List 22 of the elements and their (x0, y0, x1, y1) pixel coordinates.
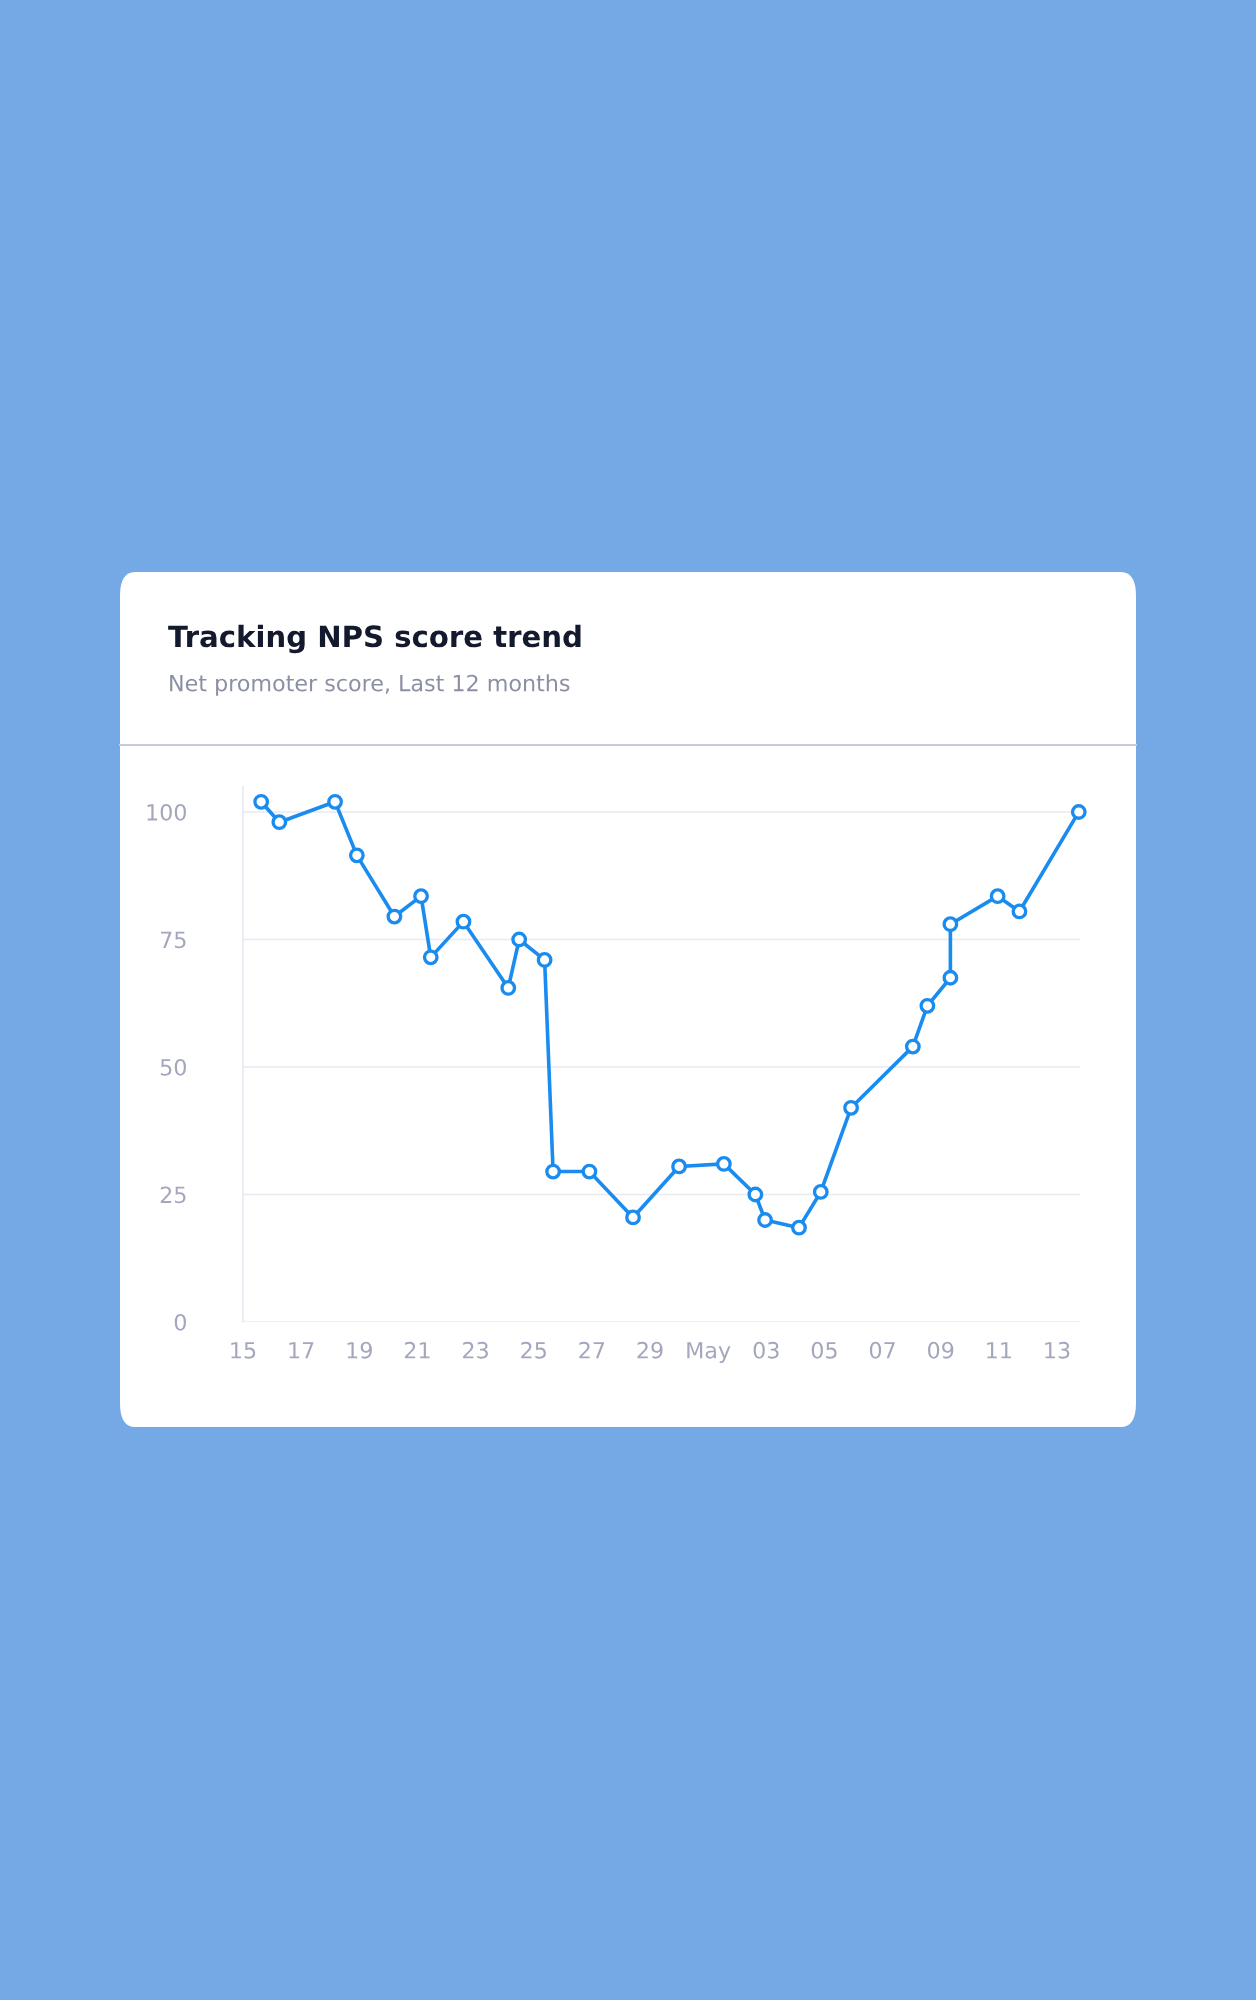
x-tick-label: 11 (987, 1342, 1011, 1359)
x-tick-label: 13 (1045, 1341, 1070, 1359)
x-tick-label: 15 (231, 1342, 256, 1359)
x-tick-label: May (687, 1342, 731, 1363)
chart-subtitle: Net promoter score, Last 12 months (170, 674, 570, 696)
x-tick-label: 19 (347, 1341, 372, 1359)
x-tick-label: 03 (753, 1341, 779, 1359)
y-tick-label: 75 (160, 931, 186, 949)
y-tick-label: 25 (160, 1186, 186, 1204)
chart-title: Tracking NPS score trend (168, 624, 581, 654)
y-tick-label: 0 (174, 1313, 186, 1331)
x-tick-label: 17 (289, 1342, 314, 1359)
x-tick-label: 09 (928, 1341, 954, 1359)
x-tick-label: 27 (579, 1341, 605, 1359)
x-tick-label: 05 (811, 1341, 837, 1359)
x-tick-label: 21 (404, 1341, 430, 1359)
x-tick-label: 25 (521, 1341, 546, 1359)
y-tick-label: 50 (160, 1058, 186, 1076)
x-tick-label: 29 (637, 1341, 663, 1359)
x-tick-label: 23 (463, 1341, 488, 1359)
y-tick-label: 100 (147, 803, 186, 821)
x-tick-label: 07 (869, 1341, 895, 1359)
